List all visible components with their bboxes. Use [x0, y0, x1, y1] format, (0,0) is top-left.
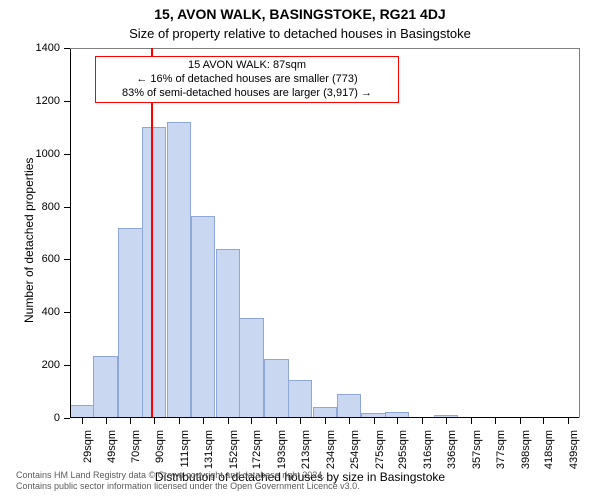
- x-tick-mark: [325, 418, 326, 424]
- histogram-bar: [167, 122, 191, 418]
- x-tick-mark: [276, 418, 277, 424]
- address-title: 15, AVON WALK, BASINGSTOKE, RG21 4DJ: [0, 6, 600, 22]
- y-axis: [70, 49, 71, 418]
- histogram-bar: [239, 318, 263, 418]
- x-tick-mark: [446, 418, 447, 424]
- y-tick: 1000: [36, 148, 70, 160]
- annotation-box: 15 AVON WALK: 87sqm← 16% of detached hou…: [95, 56, 399, 103]
- y-tick: 1200: [36, 95, 70, 107]
- annotation-line: 15 AVON WALK: 87sqm: [102, 59, 392, 73]
- histogram-bar: [118, 228, 142, 418]
- histogram-bar: [337, 394, 361, 418]
- x-tick-mark: [374, 418, 375, 424]
- x-tick-mark: [251, 418, 252, 424]
- histogram-bar: [288, 380, 312, 418]
- x-tick-mark: [543, 418, 544, 424]
- footer-line-2: Contains public sector information licen…: [16, 481, 360, 492]
- property-marker-line: [151, 48, 153, 418]
- x-tick-mark: [495, 418, 496, 424]
- histogram-bar: [93, 356, 117, 418]
- y-tick: 400: [42, 306, 70, 318]
- x-tick-mark: [568, 418, 569, 424]
- x-tick-mark: [471, 418, 472, 424]
- x-tick-mark: [130, 418, 131, 424]
- y-tick: 0: [54, 412, 70, 424]
- y-tick: 1400: [36, 42, 70, 54]
- footer-line-1: Contains HM Land Registry data © Crown c…: [16, 470, 360, 481]
- histogram-bar: [142, 127, 166, 418]
- x-tick-mark: [82, 418, 83, 424]
- histogram-bar: [216, 249, 240, 418]
- x-tick-mark: [300, 418, 301, 424]
- chart-subtitle: Size of property relative to detached ho…: [0, 26, 600, 41]
- y-tick: 800: [42, 201, 70, 213]
- x-tick-mark: [422, 418, 423, 424]
- annotation-line: 83% of semi-detached houses are larger (…: [102, 87, 392, 101]
- x-tick-mark: [179, 418, 180, 424]
- x-tick-mark: [397, 418, 398, 424]
- x-tick-mark: [349, 418, 350, 424]
- y-tick: 600: [42, 253, 70, 265]
- x-tick-mark: [154, 418, 155, 424]
- x-tick-mark: [203, 418, 204, 424]
- y-axis-label: Number of detached properties: [22, 158, 36, 323]
- annotation-line: ← 16% of detached houses are smaller (77…: [102, 73, 392, 87]
- y-tick: 200: [42, 359, 70, 371]
- x-tick-mark: [106, 418, 107, 424]
- x-tick-mark: [228, 418, 229, 424]
- plot-area: 020040060080010001200140029sqm49sqm70sqm…: [70, 48, 580, 418]
- histogram-bar: [191, 216, 215, 418]
- x-tick-mark: [520, 418, 521, 424]
- footer-attribution: Contains HM Land Registry data © Crown c…: [16, 470, 360, 493]
- figure: { "address": "15, AVON WALK, BASINGSTOKE…: [0, 0, 600, 500]
- histogram-bar: [264, 359, 288, 418]
